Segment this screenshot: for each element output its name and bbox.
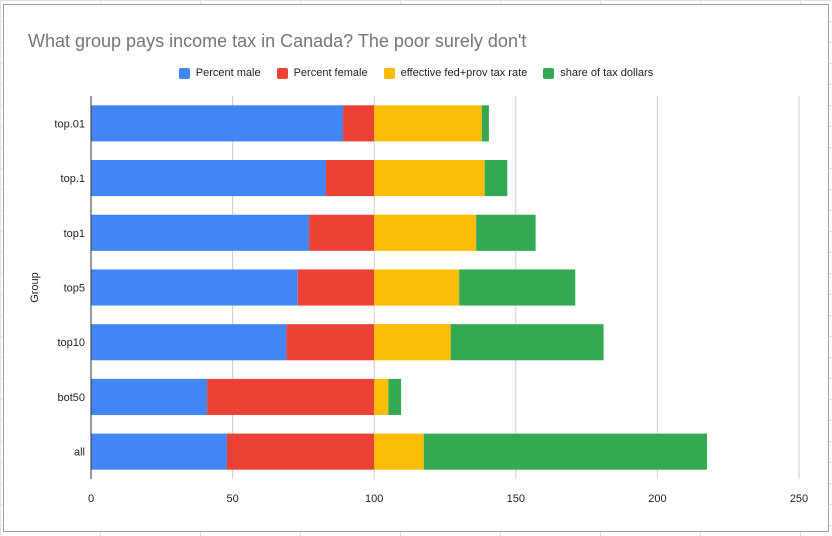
x-tick-label: 200 bbox=[648, 493, 666, 505]
legend-label: effective fed+prov tax rate bbox=[400, 67, 528, 79]
x-tick-label: 100 bbox=[365, 493, 383, 505]
chart-title: What group pays income tax in Canada? Th… bbox=[28, 31, 527, 51]
bar-segment bbox=[374, 433, 424, 470]
bar-segment bbox=[207, 378, 375, 415]
y-tick-label: bot50 bbox=[57, 392, 85, 404]
x-tick-label: 150 bbox=[507, 493, 525, 505]
bar-segment bbox=[374, 214, 477, 251]
y-tick-label: top10 bbox=[57, 337, 85, 349]
bar-segment bbox=[91, 105, 344, 142]
bar-segment bbox=[374, 269, 460, 306]
y-tick-label: all bbox=[74, 447, 85, 459]
bar-segment bbox=[297, 269, 375, 306]
bar-segment bbox=[343, 105, 375, 142]
bar-segment bbox=[91, 214, 310, 251]
bar-segment bbox=[286, 324, 375, 361]
bar-segment bbox=[374, 160, 485, 197]
bar-segment bbox=[91, 269, 298, 306]
bar-segment bbox=[374, 105, 482, 142]
bar-segment bbox=[423, 433, 707, 470]
bar-segment bbox=[476, 214, 536, 251]
bar-segment bbox=[450, 324, 604, 361]
legend-swatch bbox=[543, 67, 555, 79]
bar-segment bbox=[91, 324, 287, 361]
y-tick-label: top5 bbox=[64, 283, 85, 295]
bar-segment bbox=[326, 160, 375, 197]
bar-segment bbox=[481, 105, 489, 142]
legend-item[interactable]: Percent male bbox=[178, 67, 261, 79]
legend-label: Percent female bbox=[293, 67, 368, 79]
y-tick-label: top1 bbox=[64, 228, 85, 240]
bar-segment bbox=[388, 378, 402, 415]
y-tick-label: top.01 bbox=[54, 118, 85, 130]
bar-segment bbox=[91, 378, 208, 415]
y-tick-label: top.1 bbox=[61, 173, 85, 185]
bar-segment bbox=[91, 433, 227, 470]
legend-item[interactable]: Percent female bbox=[276, 67, 368, 79]
legend-swatch bbox=[383, 67, 395, 79]
x-tick-label: 50 bbox=[226, 493, 238, 505]
legend-item[interactable]: effective fed+prov tax rate bbox=[383, 67, 528, 79]
bar-segment bbox=[459, 269, 576, 306]
x-tick-label: 250 bbox=[790, 493, 808, 505]
bar-segment bbox=[374, 378, 389, 415]
legend-swatch bbox=[276, 67, 288, 79]
legend-item[interactable]: share of tax dollars bbox=[543, 67, 653, 79]
bar-segment bbox=[226, 433, 375, 470]
legend-label: Percent male bbox=[195, 67, 261, 79]
x-tick-label: 0 bbox=[88, 493, 94, 505]
bar-segment bbox=[374, 324, 451, 361]
legend-label: share of tax dollars bbox=[560, 67, 654, 79]
bar-segment bbox=[91, 160, 327, 197]
bar-segment bbox=[484, 160, 508, 197]
bar-segment bbox=[309, 214, 375, 251]
y-axis-title: Group bbox=[29, 272, 41, 303]
chart-legend: Percent male Percent female effective fed+… bbox=[4, 67, 828, 79]
legend-swatch bbox=[178, 67, 190, 79]
